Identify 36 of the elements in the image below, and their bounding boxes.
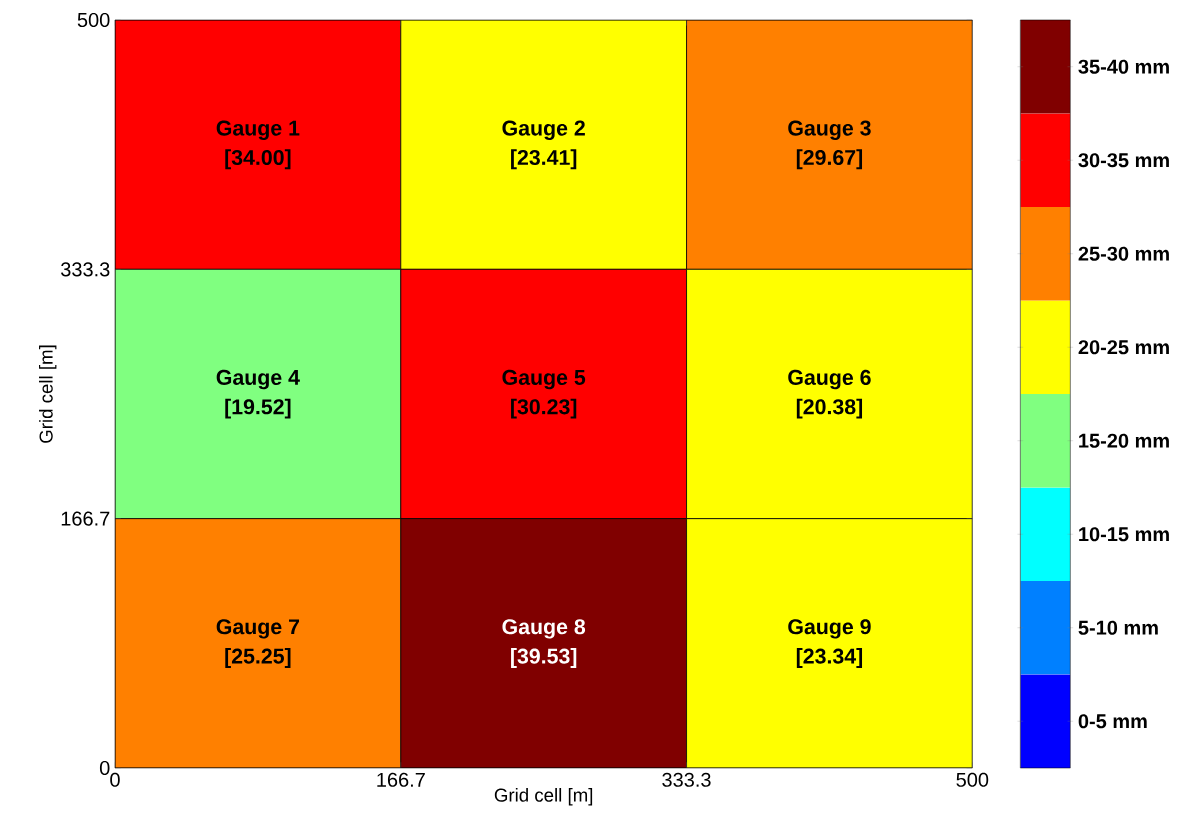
data-label: [20.38] bbox=[796, 398, 863, 419]
annotation: Gauge 4 bbox=[216, 369, 300, 390]
y-tick-label: 333.3 bbox=[61, 262, 110, 277]
data-label: [30.23] bbox=[511, 398, 577, 419]
x-axis-title: Grid cell [m] bbox=[494, 788, 593, 806]
data-label: [23.41] bbox=[511, 149, 577, 170]
x-tick-label: 500 bbox=[956, 772, 989, 787]
annotation: Gauge 5 bbox=[502, 369, 586, 390]
y-tick-label: 0 bbox=[99, 760, 110, 776]
x-tick-label: 333.3 bbox=[662, 772, 711, 787]
color-bar-label: 0-5 mm bbox=[1078, 714, 1147, 729]
y-axis-title: Grid cell [m] bbox=[39, 345, 57, 443]
y-tick-label: 500 bbox=[77, 12, 110, 28]
data-label: [25.25] bbox=[225, 648, 291, 668]
x-tick-label: 166.7 bbox=[377, 772, 425, 787]
color-bar-label: 5-10 mm bbox=[1078, 620, 1158, 635]
color-bar-label: 30-35 mm bbox=[1078, 153, 1169, 168]
color-bar-label: 20-25 mm bbox=[1078, 340, 1169, 355]
annotation: Gauge 7 bbox=[216, 619, 300, 639]
annotation: Gauge 8 bbox=[502, 619, 586, 639]
data-label: [23.34] bbox=[796, 648, 863, 668]
data-label: [39.53] bbox=[511, 648, 577, 668]
annotation: Gauge 2 bbox=[502, 120, 585, 140]
data-label: [29.67] bbox=[796, 149, 863, 170]
y-tick-label: 166.7 bbox=[61, 511, 110, 526]
annotation: Gauge 3 bbox=[788, 120, 871, 140]
color-bar-label: 15-20 mm bbox=[1079, 433, 1169, 448]
annotation: Gauge 1 bbox=[216, 120, 300, 140]
x-tick-label: 0 bbox=[110, 772, 120, 787]
color-bar-label: 25-30 mm bbox=[1078, 246, 1169, 261]
data-label: [34.00] bbox=[225, 149, 291, 170]
annotation: Gauge 9 bbox=[788, 619, 871, 639]
annotation: Gauge 6 bbox=[788, 369, 871, 390]
color-bar-label: 35-40 mm bbox=[1078, 59, 1169, 74]
color-bar-label: 10-15 mm bbox=[1079, 527, 1169, 542]
data-label: [19.52] bbox=[225, 398, 291, 419]
